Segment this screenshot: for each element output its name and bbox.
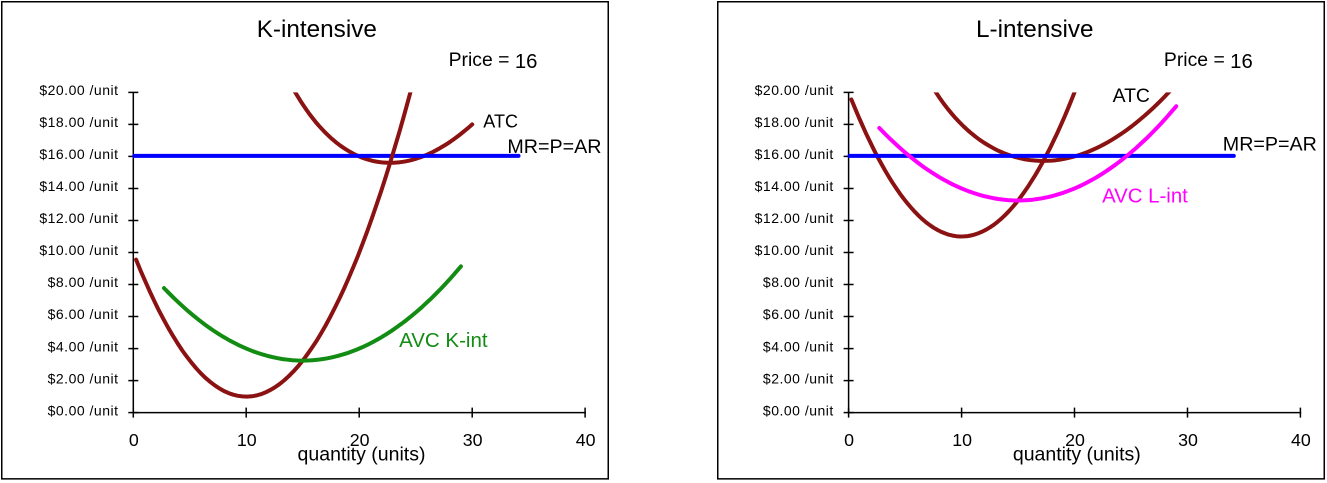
svg-text:$0.00 /unit: $0.00 /unit <box>763 402 834 418</box>
svg-text:$6.00 /unit: $6.00 /unit <box>763 306 834 322</box>
svg-text:$10.00 /unit: $10.00 /unit <box>755 242 834 258</box>
svg-text:AVC K-int: AVC K-int <box>399 329 488 352</box>
svg-text:$2.00 /unit: $2.00 /unit <box>48 370 119 386</box>
svg-text:ATC: ATC <box>483 111 518 131</box>
svg-text:20: 20 <box>350 430 370 450</box>
svg-text:$14.00 /unit: $14.00 /unit <box>755 178 834 194</box>
svg-text:$18.00 /unit: $18.00 /unit <box>39 114 118 130</box>
svg-text:$6.00 /unit: $6.00 /unit <box>48 306 119 322</box>
svg-text:$10.00 /unit: $10.00 /unit <box>39 242 118 258</box>
svg-text:$8.00 /unit: $8.00 /unit <box>48 274 119 290</box>
svg-text:20: 20 <box>1065 430 1085 450</box>
svg-text:MR=P=AR: MR=P=AR <box>507 136 601 158</box>
svg-text:$16.00 /unit: $16.00 /unit <box>39 146 118 162</box>
svg-text:40: 40 <box>576 430 596 450</box>
svg-text:10: 10 <box>952 430 972 450</box>
svg-text:$12.00 /unit: $12.00 /unit <box>755 210 834 226</box>
svg-text:Price = 16: Price = 16 <box>449 49 538 73</box>
svg-text:$0.00 /unit: $0.00 /unit <box>48 402 119 418</box>
svg-text:0: 0 <box>129 430 139 450</box>
svg-text:ATC: ATC <box>1113 85 1150 107</box>
svg-text:$18.00 /unit: $18.00 /unit <box>755 114 834 130</box>
svg-text:30: 30 <box>1178 430 1198 450</box>
svg-text:Price = 16: Price = 16 <box>1164 49 1253 73</box>
svg-text:$4.00 /unit: $4.00 /unit <box>763 338 834 354</box>
svg-text:quantity (units): quantity (units) <box>298 444 426 466</box>
svg-text:$4.00 /unit: $4.00 /unit <box>48 338 119 354</box>
svg-text:$2.00 /unit: $2.00 /unit <box>763 370 834 386</box>
svg-text:$12.00 /unit: $12.00 /unit <box>39 210 118 226</box>
svg-text:AVC L-int: AVC L-int <box>1102 186 1188 208</box>
svg-text:MR=P=AR: MR=P=AR <box>1223 133 1317 155</box>
svg-text:$14.00 /unit: $14.00 /unit <box>39 178 118 194</box>
svg-text:$20.00 /unit: $20.00 /unit <box>755 82 834 98</box>
svg-text:0: 0 <box>844 430 854 450</box>
svg-text:10: 10 <box>237 430 257 450</box>
svg-text:K-intensive: K-intensive <box>257 16 377 43</box>
svg-text:40: 40 <box>1291 430 1311 450</box>
svg-text:quantity (units): quantity (units) <box>1013 444 1141 466</box>
svg-text:$20.00 /unit: $20.00 /unit <box>39 82 118 98</box>
svg-text:L-intensive: L-intensive <box>976 16 1094 43</box>
svg-text:$8.00 /unit: $8.00 /unit <box>763 274 834 290</box>
svg-text:30: 30 <box>463 430 483 450</box>
svg-text:$16.00 /unit: $16.00 /unit <box>755 146 834 162</box>
